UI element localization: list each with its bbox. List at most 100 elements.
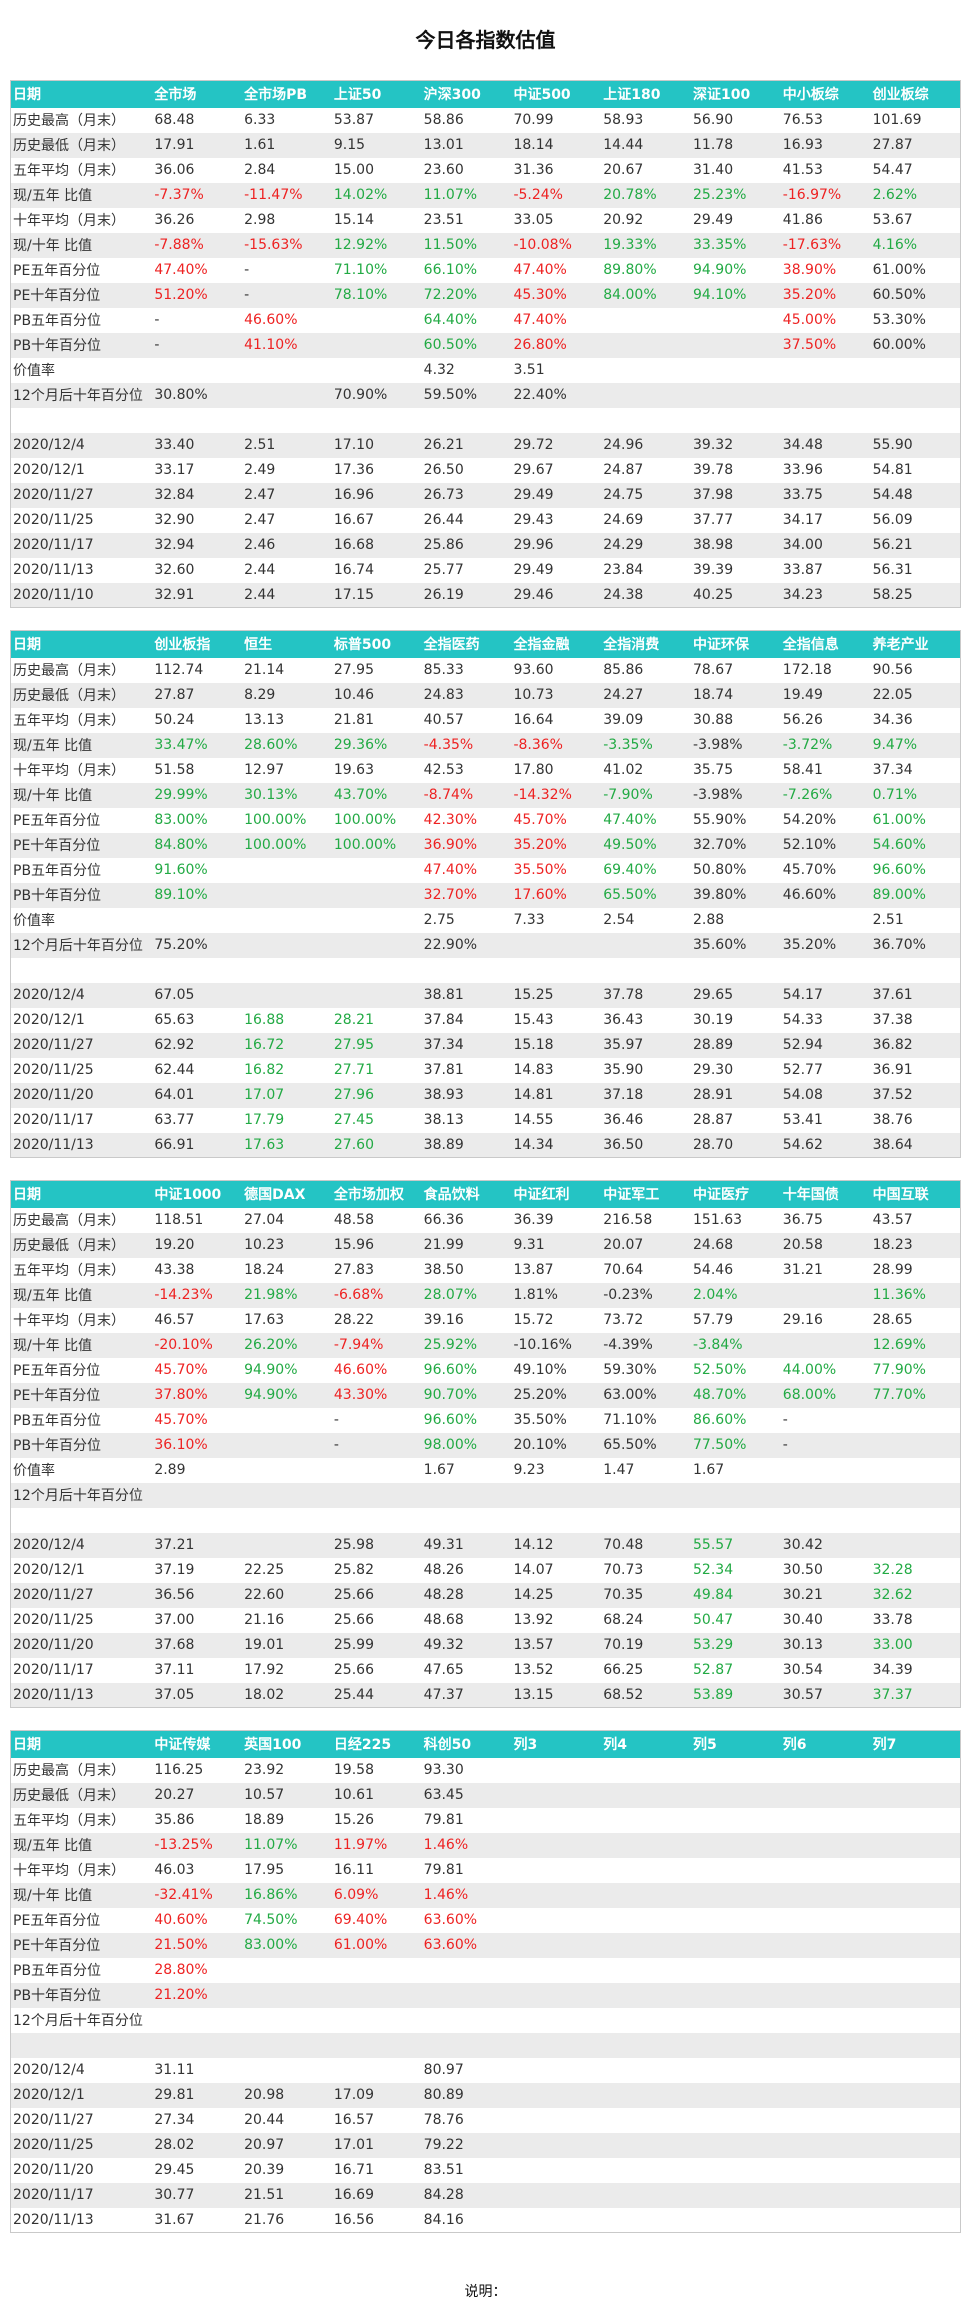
column-header: 十年国债 bbox=[780, 1180, 871, 1208]
table-cell: 18.23 bbox=[870, 1232, 961, 1258]
table-cell bbox=[781, 1508, 871, 1533]
table-cell bbox=[511, 2108, 601, 2133]
table-cell: 2.44 bbox=[242, 582, 332, 608]
table-cell bbox=[331, 2032, 422, 2058]
table-row: PE十年百分位 37.80% 94.90% 43.30% 90.70% 25.20% 63.… bbox=[10, 1382, 961, 1408]
table-cell bbox=[780, 1782, 871, 1808]
table-cell bbox=[691, 1858, 781, 1883]
table-cell: 15.43 bbox=[513, 1012, 554, 1028]
table-cell bbox=[152, 2008, 242, 2033]
row-label: PE五年百分位 bbox=[13, 1363, 101, 1379]
table-cell bbox=[511, 1782, 602, 1808]
row-label: 12个月后十年百分位 bbox=[13, 2013, 143, 2029]
table-cell bbox=[422, 1508, 512, 1533]
table-cell: 17.15 bbox=[331, 582, 422, 608]
table-cell bbox=[422, 408, 512, 433]
table-cell: 22.40% bbox=[511, 382, 602, 408]
table-cell: 40.25 bbox=[691, 582, 781, 608]
table-cell: 11.07% bbox=[242, 1832, 332, 1858]
table-cell: 2.44 bbox=[244, 562, 276, 578]
table-cell: 59.50% bbox=[421, 382, 512, 408]
table-row: PB五年百分位 45.70% - 96.60% 35.50% 71.10% 86.60% - bbox=[11, 1408, 961, 1433]
row-label: 2020/11/27 bbox=[13, 2112, 94, 2128]
table-cell: 26.44 bbox=[423, 512, 464, 528]
table-row: 2020/11/13 37.05 18.02 25.44 47.37 13.15 68.52… bbox=[10, 1682, 961, 1708]
table-cell: 29.46 bbox=[511, 582, 602, 608]
table-cell: -7.26% bbox=[780, 782, 871, 808]
table-cell: 12.69% bbox=[870, 1332, 961, 1358]
table-cell bbox=[870, 2132, 961, 2158]
table-cell: 13.92 bbox=[513, 1612, 554, 1628]
table-cell: 49.84 bbox=[691, 1582, 781, 1608]
table-cell: 30.19 bbox=[693, 1012, 734, 1028]
table-cell: 36.39 bbox=[513, 1212, 554, 1228]
column-header: 全市场 bbox=[152, 80, 243, 108]
table-row: 2020/11/13 32.60 2.44 16.74 25.77 29.49 23.84 3… bbox=[11, 558, 961, 583]
table-cell: 36.91 bbox=[872, 1062, 913, 1078]
table-cell: -15.63% bbox=[242, 232, 332, 258]
table-cell bbox=[691, 958, 781, 983]
table-cell: 64.40% bbox=[423, 312, 478, 328]
table-cell: 55.90 bbox=[870, 432, 961, 458]
table-cell: 13.15 bbox=[511, 1682, 602, 1708]
table-cell: 52.10% bbox=[780, 832, 871, 858]
table-cell bbox=[691, 332, 781, 358]
table-cell: 16.74 bbox=[333, 562, 374, 578]
row-label: 2020/12/1 bbox=[10, 2082, 153, 2108]
table-cell: 53.89 bbox=[691, 1682, 781, 1708]
table-cell: 62.92 bbox=[152, 1032, 243, 1058]
table-cell: 17.63 bbox=[242, 1132, 332, 1158]
table-cell: 45.70% bbox=[782, 862, 837, 878]
table-cell bbox=[871, 2008, 961, 2033]
table-row: 2020/12/1 65.63 16.88 28.21 37.84 15.43 36.43 3… bbox=[11, 1008, 961, 1033]
table-cell: 54.46 bbox=[693, 1262, 734, 1278]
table-cell bbox=[870, 1432, 961, 1458]
table-cell: 84.80% bbox=[152, 832, 243, 858]
table-cell: 96.60% bbox=[872, 862, 926, 878]
table-cell: 37.68 bbox=[152, 1632, 243, 1658]
table-cell: 19.33% bbox=[601, 232, 692, 258]
table-cell bbox=[152, 408, 242, 433]
column-header: 德国DAX bbox=[242, 1180, 332, 1208]
table-row: 2020/12/4 67.05 38.81 15.25 37.78 29.65 54.17 3… bbox=[10, 982, 961, 1008]
row-label: PE十年百分位 bbox=[10, 1382, 153, 1408]
table-cell: 29.30 bbox=[693, 1062, 734, 1078]
table-cell: 216.58 bbox=[603, 1212, 653, 1228]
table-cell: 37.80% bbox=[152, 1382, 243, 1408]
table-cell: 37.50% bbox=[780, 332, 871, 358]
table-cell bbox=[781, 358, 871, 383]
table-cell bbox=[601, 932, 692, 958]
table-cell: 56.09 bbox=[872, 512, 913, 528]
table-cell bbox=[691, 1908, 781, 1933]
table-cell bbox=[780, 1982, 871, 2008]
row-label: PB十年百分位 bbox=[10, 1982, 153, 2008]
table-row: PB十年百分位 89.10% 32.70% 17.60% 65.50% 39.80% 46.… bbox=[10, 882, 961, 908]
table-cell: 24.87 bbox=[603, 462, 644, 478]
column-header: 食品饮料 bbox=[421, 1180, 512, 1208]
table-cell: 28.02 bbox=[152, 2132, 243, 2158]
table-cell bbox=[871, 1858, 961, 1883]
row-label: 2020/11/17 bbox=[10, 532, 153, 558]
table-cell: 52.50% bbox=[693, 1362, 747, 1378]
table-cell: 41.02 bbox=[603, 762, 644, 778]
table-cell: 33.05 bbox=[513, 212, 554, 228]
table-cell: 66.10% bbox=[423, 262, 478, 278]
table-cell bbox=[781, 2058, 871, 2083]
table-cell: 63.60% bbox=[423, 1912, 478, 1928]
table-cell: 2.98 bbox=[244, 212, 276, 228]
table-cell: -17.63% bbox=[780, 232, 871, 258]
row-label: 历史最高（月末） bbox=[13, 1763, 125, 1779]
table-cell: 36.43 bbox=[603, 1012, 644, 1028]
table-row: 价值率 4.32 3.51 bbox=[11, 358, 961, 383]
table-row: 2020/11/20 64.01 17.07 27.96 38.93 14.81 37.18… bbox=[10, 1082, 961, 1108]
row-label bbox=[11, 958, 153, 983]
table-cell bbox=[871, 358, 961, 383]
table-cell: 16.68 bbox=[331, 532, 422, 558]
table-cell bbox=[511, 1808, 601, 1833]
table-row: 2020/12/1 29.81 20.98 17.09 80.89 bbox=[10, 2082, 961, 2108]
table-cell: 24.96 bbox=[601, 432, 692, 458]
table-cell: 24.29 bbox=[601, 532, 692, 558]
table-cell bbox=[601, 1482, 692, 1508]
table-cell: 53.87 bbox=[333, 112, 374, 128]
table-cell: 20.27 bbox=[152, 1782, 243, 1808]
